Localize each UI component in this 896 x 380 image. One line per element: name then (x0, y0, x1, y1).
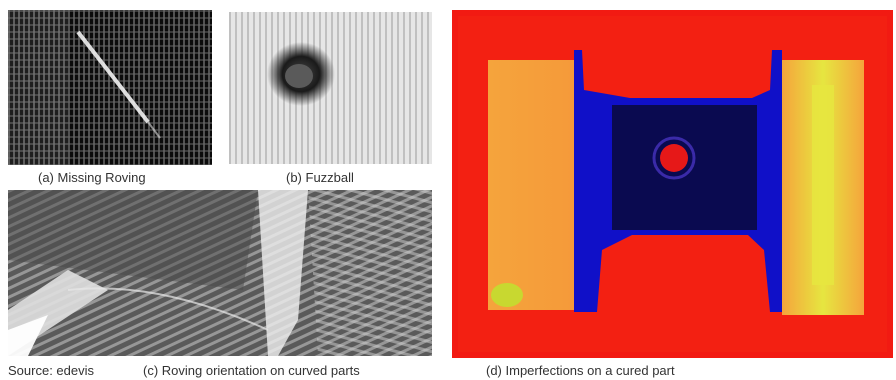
thermography-heatmap (452, 10, 893, 358)
caption-roving-orientation: (c) Roving orientation on curved parts (143, 363, 360, 378)
fuzzball-texture (229, 12, 432, 164)
caption-fuzzball: (b) Fuzzball (286, 170, 354, 185)
caption-imperfections: (d) Imperfections on a cured part (486, 363, 675, 378)
missing-roving-texture (8, 10, 212, 165)
missing-roving-image (8, 10, 212, 165)
fuzzball-image (229, 12, 432, 164)
roving-orientation-image (8, 190, 432, 356)
roving-orientation-texture (8, 190, 432, 356)
caption-missing-roving: (a) Missing Roving (38, 170, 146, 185)
thermography-image (452, 10, 893, 358)
caption-source: Source: edevis (8, 363, 94, 378)
